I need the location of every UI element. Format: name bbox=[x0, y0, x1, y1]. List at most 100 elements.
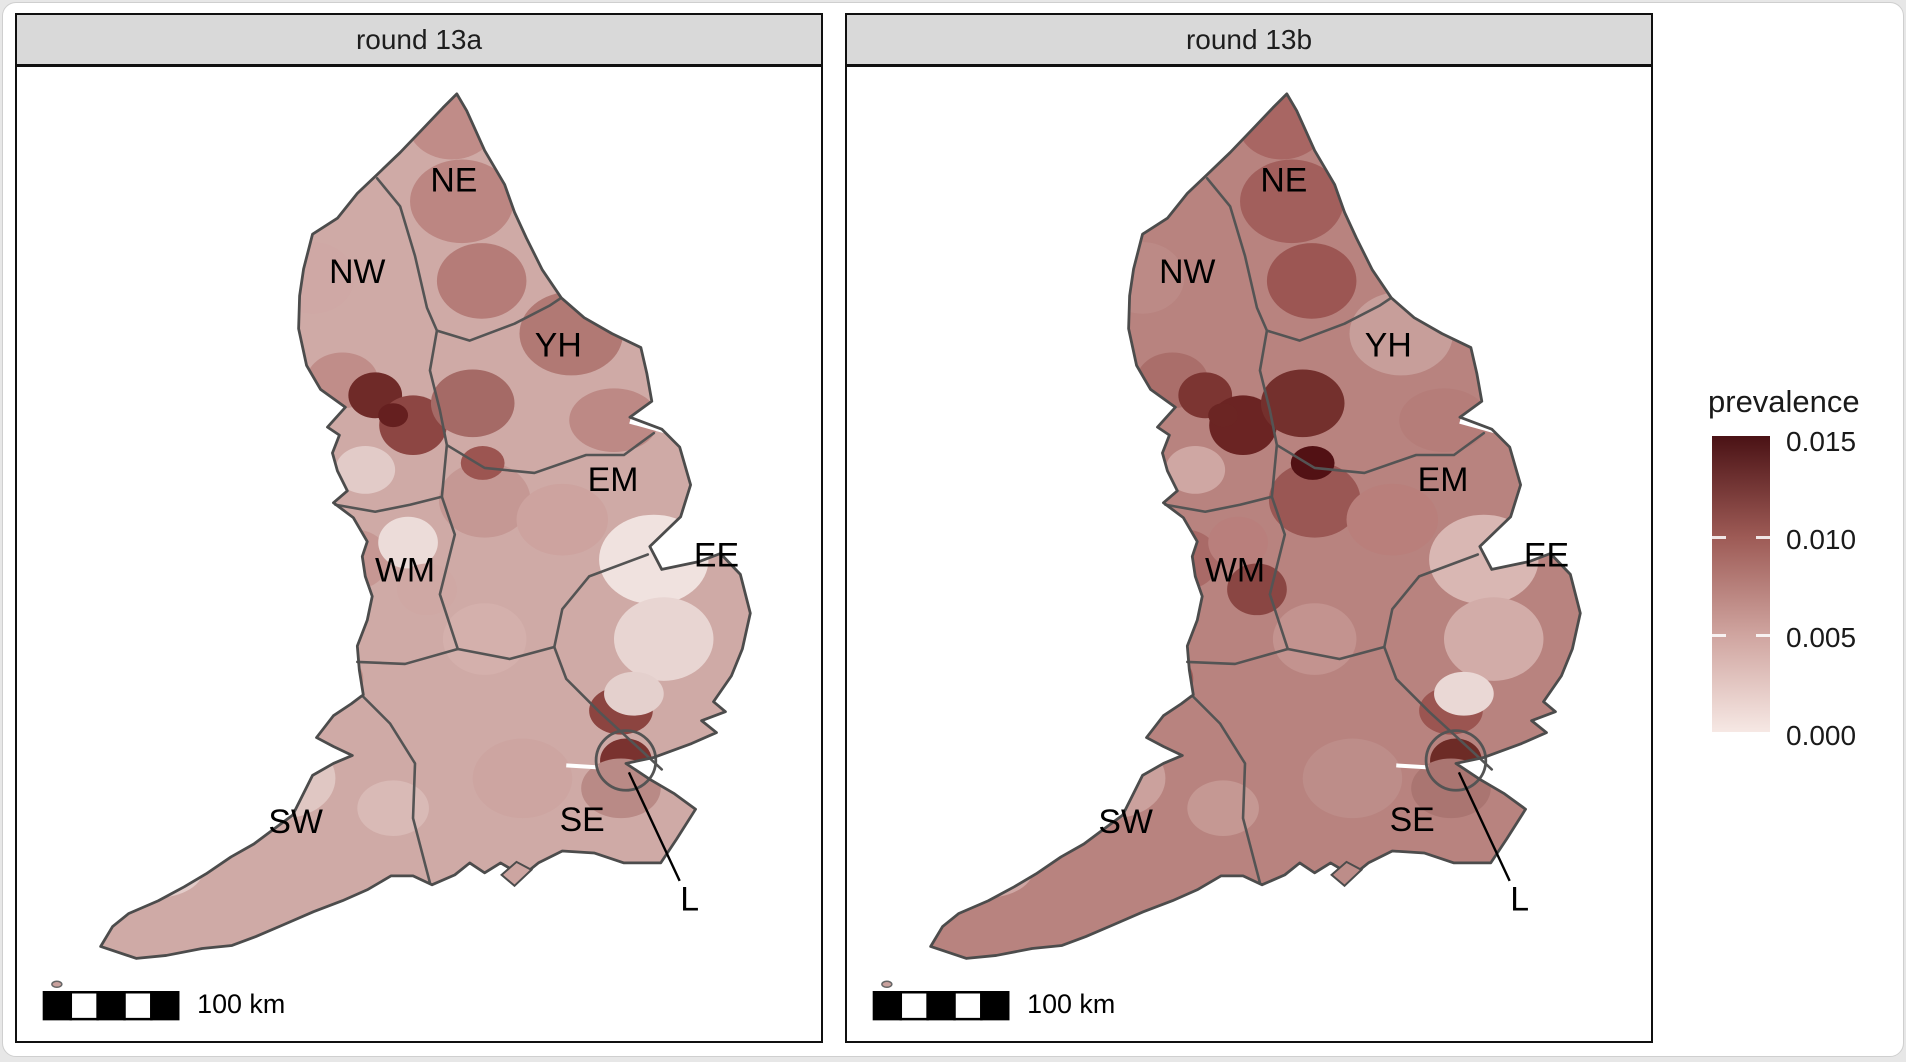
england-map-round-13b: NE NW YH EM EE WM SW SE L 100 km bbox=[872, 92, 1582, 1021]
region-boundary bbox=[553, 553, 650, 649]
subregion-shade bbox=[430, 369, 515, 438]
region-boundary bbox=[1275, 431, 1486, 475]
subregion-shade bbox=[303, 652, 364, 705]
scale-bar-label: 100 km bbox=[197, 989, 285, 1019]
region-label-nw: NW bbox=[329, 253, 385, 291]
london-leader-line bbox=[1457, 771, 1511, 882]
isles-of-scilly bbox=[881, 980, 893, 989]
subregion-shade bbox=[938, 838, 1035, 898]
subregion-shade bbox=[1443, 597, 1544, 681]
subregion-shade bbox=[1165, 446, 1226, 494]
legend-label-0005: 0.005 bbox=[1786, 622, 1857, 653]
subregion-shade bbox=[438, 461, 531, 538]
scale-bar-segment bbox=[899, 991, 929, 1021]
scale-bar-label: 100 km bbox=[1027, 989, 1115, 1019]
panel-body: NE NW YH EM EE WM SW SE L 100 km bbox=[15, 64, 823, 1043]
facet-strip: round 13b bbox=[845, 13, 1653, 66]
region-label-wm: WM bbox=[1205, 551, 1265, 589]
england-outline bbox=[99, 92, 752, 960]
region-label-em: EM bbox=[1418, 461, 1469, 499]
region-boundary bbox=[1186, 647, 1290, 666]
subregion-shade bbox=[1302, 738, 1403, 819]
scale-bar-segment bbox=[96, 991, 126, 1021]
scale-bar-segment bbox=[953, 991, 983, 1021]
facet-strip: round 13a bbox=[15, 13, 823, 66]
region-label-l: L bbox=[680, 881, 699, 919]
region-boundary bbox=[456, 645, 556, 661]
subregion-shade bbox=[599, 514, 709, 605]
legend-tick-0005-left bbox=[1712, 634, 1726, 637]
region-boundary bbox=[1268, 495, 1290, 651]
region-boundary bbox=[1164, 443, 1279, 514]
region-label-ee: EE bbox=[1524, 536, 1569, 574]
region-boundary bbox=[553, 645, 664, 771]
subregion-shade bbox=[1434, 671, 1494, 716]
region-label-nw: NW bbox=[1159, 253, 1215, 291]
panel-body: NE NW YH EM EE WM SW SE L 100 km bbox=[845, 64, 1653, 1043]
region-label-ne: NE bbox=[1260, 161, 1307, 199]
legend-label-0000: 0.000 bbox=[1786, 720, 1857, 751]
scale-bar-segment bbox=[69, 991, 99, 1021]
region-label-l: L bbox=[1510, 881, 1529, 919]
subregion-shade bbox=[460, 446, 505, 480]
region-boundary bbox=[435, 296, 563, 342]
region-boundary bbox=[445, 431, 656, 475]
subregion-shade bbox=[254, 138, 351, 219]
region-boundary bbox=[356, 647, 460, 666]
region-boundary bbox=[1383, 553, 1480, 649]
legend-colorbar bbox=[1712, 436, 1770, 732]
subregion-shade bbox=[1133, 652, 1194, 705]
estuary-line bbox=[566, 763, 599, 770]
region-label-yh: YH bbox=[535, 327, 582, 365]
subregion-shade bbox=[378, 516, 438, 569]
subregion-shade bbox=[108, 838, 205, 898]
subregion-shade bbox=[1346, 483, 1439, 556]
legend-tick-0005-right bbox=[1756, 634, 1770, 637]
scale-bar-segment bbox=[980, 991, 1010, 1021]
region-boundary bbox=[375, 177, 439, 332]
facet-panel-round-13b: round 13b NE NW YH EM EE WM SW SE L 100 km bbox=[845, 13, 1653, 1045]
subregion-shade bbox=[1268, 461, 1361, 538]
subregion-shade bbox=[1187, 780, 1259, 837]
london-leader-line bbox=[627, 771, 681, 882]
subregion-shade bbox=[436, 243, 527, 319]
subregion-shade bbox=[335, 446, 396, 494]
region-label-sw: SW bbox=[1098, 803, 1153, 841]
subregion-shade bbox=[1266, 243, 1357, 319]
region-boundary bbox=[1258, 329, 1279, 447]
region-label-se: SE bbox=[560, 801, 605, 839]
legend-label-0010: 0.010 bbox=[1786, 524, 1857, 555]
subregion-shade bbox=[357, 780, 429, 837]
region-boundary bbox=[360, 694, 432, 885]
facet-title: round 13b bbox=[1185, 23, 1313, 55]
isle-of-wight bbox=[1330, 860, 1364, 888]
region-boundary bbox=[1286, 645, 1386, 661]
subregion-shade bbox=[378, 403, 409, 428]
prevalence-legend: prevalence 0.015 0.010 0.005 0.000 bbox=[1700, 370, 1906, 770]
subregion-shade bbox=[604, 671, 664, 716]
subregion-shade bbox=[1240, 159, 1344, 244]
region-label-em: EM bbox=[588, 461, 639, 499]
region-label-wm: WM bbox=[375, 551, 435, 589]
england-outline bbox=[929, 92, 1582, 960]
region-boundary bbox=[1190, 694, 1262, 885]
region-label-sw: SW bbox=[268, 803, 323, 841]
isle-of-wight bbox=[500, 860, 534, 888]
subregion-shade bbox=[1399, 388, 1489, 453]
scale-bar-segment bbox=[150, 991, 180, 1021]
scale-bar-segment bbox=[926, 991, 956, 1021]
legend-label-0015: 0.015 bbox=[1786, 426, 1857, 457]
subregion-shade bbox=[516, 483, 609, 556]
region-boundary bbox=[334, 443, 449, 514]
legend-tick-0010-left bbox=[1712, 536, 1726, 539]
england-map-round-13a: NE NW YH EM EE WM SW SE L 100 km bbox=[42, 92, 752, 1021]
scale-bar-segment bbox=[123, 991, 153, 1021]
subregion-shade bbox=[1260, 369, 1345, 438]
facet-title: round 13a bbox=[355, 23, 483, 55]
subregion-shade bbox=[410, 159, 514, 244]
region-label-ee: EE bbox=[694, 536, 739, 574]
isles-of-scilly bbox=[51, 980, 63, 989]
subregion-shade bbox=[613, 597, 714, 681]
region-label-yh: YH bbox=[1365, 327, 1412, 365]
london-boundary-ring bbox=[594, 729, 658, 792]
